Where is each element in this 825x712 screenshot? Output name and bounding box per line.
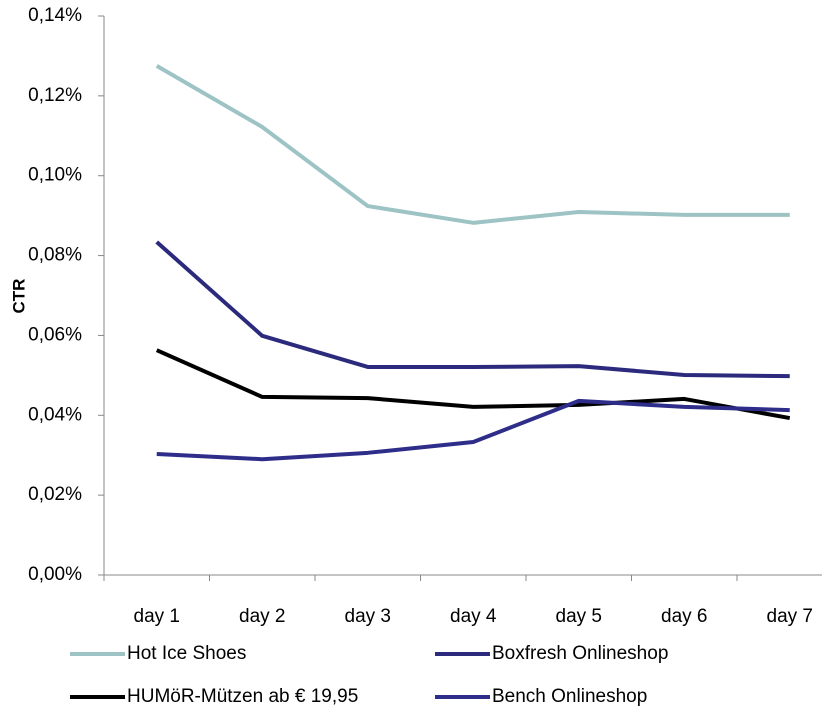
x-tick-label: day 4 [450,606,497,627]
legend-label: HUMöR-Mützen ab € 19,95 [127,686,358,707]
y-tick-label: 0,04% [28,404,82,425]
series-line [155,348,791,421]
legend-label: Bench Onlineshop [492,686,647,707]
x-tick-label: day 6 [661,606,707,627]
legend-label: Boxfresh Onlineshop [492,643,668,664]
x-tick-label: day 2 [239,606,285,627]
x-tick-label: day 1 [134,606,180,627]
y-tick-label: 0,10% [28,165,82,186]
y-tick-label: 0,00% [28,564,82,585]
x-tick-label: day 3 [345,606,391,627]
series-line [156,398,790,462]
y-axis-label: CTR [9,279,28,314]
y-tick-label: 0,12% [28,85,82,106]
y-tick-label: 0,08% [28,245,82,266]
y-tick-label: 0,02% [28,484,82,505]
series-line [155,240,790,379]
x-tick-label: day 7 [767,606,813,627]
y-tick-label: 0,06% [28,324,82,345]
x-tick-label: day 5 [556,606,602,627]
legend-label: Hot Ice Shoes [127,643,246,664]
y-tick-label: 0,14% [28,5,82,26]
series-line [155,64,790,225]
